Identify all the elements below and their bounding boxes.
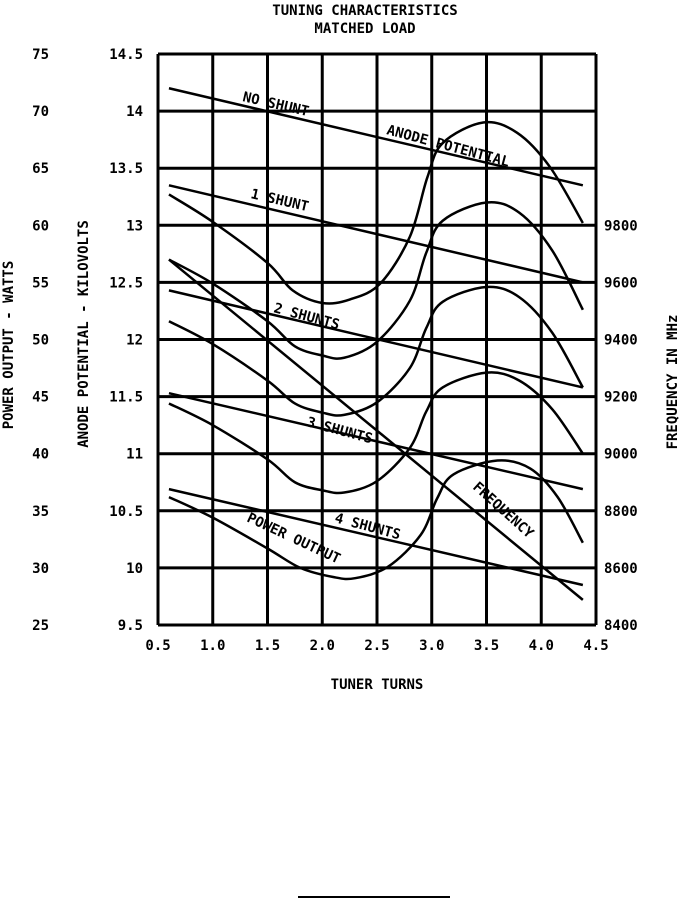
frequency-axis-label: FREQUENCY IN MHz — [665, 315, 680, 450]
x-tick-label: 1.5 — [255, 638, 280, 654]
power-tick-label: 60 — [32, 218, 49, 234]
power-tick-label: 45 — [32, 390, 49, 406]
frequency-tick-label: 8800 — [604, 504, 638, 520]
power-tick-label: 30 — [32, 561, 49, 577]
annotation-2-shunts: 2 SHUNTS — [272, 300, 341, 333]
power-tick-label: 70 — [32, 104, 49, 120]
anode-tick-label: 13.5 — [109, 161, 143, 177]
anode-tick-label: 11.5 — [109, 390, 143, 406]
anode-tick-label: 12.5 — [109, 275, 143, 291]
power-tick-label: 50 — [32, 333, 49, 349]
power-tick-label: 65 — [32, 161, 49, 177]
anode-tick-label: 11 — [126, 447, 143, 463]
anode-tick-label: 10.5 — [109, 504, 143, 520]
power-tick-label: 35 — [32, 504, 49, 520]
chart-title-line-2: MATCHED LOAD — [314, 21, 415, 37]
anode-tick-label: 10 — [126, 561, 143, 577]
frequency-tick-label: 9400 — [604, 333, 638, 349]
power-tick-label: 40 — [32, 447, 49, 463]
chart-title-line-1: TUNING CHARACTERISTICS — [272, 3, 457, 19]
power-tick-label: 25 — [32, 618, 49, 634]
x-tick-label: 2.5 — [364, 638, 389, 654]
annotation-anode-potential: ANODE POTENTIAL — [385, 122, 511, 170]
x-tick-label: 0.5 — [145, 638, 170, 654]
series — [168, 87, 584, 601]
x-tick-label: 3.5 — [474, 638, 499, 654]
x-tick-label: 4.0 — [529, 638, 554, 654]
power-tick-label: 55 — [32, 275, 49, 291]
anode-tick-label: 13 — [126, 218, 143, 234]
x-tick-label: 2.0 — [310, 638, 335, 654]
tick-labels: 0.5 1.0 1.5 2.0 2.5 3.0 3.5 4.0 4.5 14.5 75 14 70 13.… — [32, 47, 638, 654]
power-output-curve-no-shunt — [168, 120, 584, 305]
anode-tick-label: 14.5 — [109, 47, 143, 63]
annotation-no-shunt: NO SHUNT — [241, 89, 310, 120]
x-tick-label: 3.0 — [419, 638, 444, 654]
power-tick-label: 75 — [32, 47, 49, 63]
x-tick-label: 1.0 — [200, 638, 225, 654]
anode-potential-line-4-shunts — [168, 487, 584, 587]
x-axis-label: TUNER TURNS — [331, 677, 424, 693]
anode-axis-label: ANODE POTENTIAL - KILOVOLTS — [76, 220, 92, 448]
anode-potential-line-no-shunt — [168, 87, 584, 187]
power-output-curve-1-shunt — [168, 200, 584, 360]
frequency-tick-label: 9200 — [604, 390, 638, 406]
power-output-curve-4-shunts — [168, 459, 584, 581]
anode-tick-label: 14 — [126, 104, 143, 120]
power-output-curve-2-shunts — [168, 285, 584, 417]
frequency-tick-label: 9000 — [604, 447, 638, 463]
x-tick-label: 4.5 — [583, 638, 608, 654]
frequency-tick-label: 9800 — [604, 218, 638, 234]
anode-potential-line-1-shunt — [168, 184, 584, 284]
power-axis-label: POWER OUTPUT - WATTS — [1, 261, 17, 430]
frequency-tick-label: 8600 — [604, 561, 638, 577]
anode-potential-line-3-shunts — [168, 391, 584, 491]
frequency-tick-label: 9600 — [604, 275, 638, 291]
anode-tick-label: 9.5 — [118, 618, 143, 634]
frequency-tick-label: 8400 — [604, 618, 638, 634]
anode-potential-line-2-shunts — [168, 289, 584, 389]
frequency-line — [168, 258, 584, 601]
power-output-curve-3-shunts — [168, 371, 584, 495]
annotation-4-shunts: 4 SHUNTS — [333, 510, 402, 543]
anode-tick-label: 12 — [126, 333, 143, 349]
